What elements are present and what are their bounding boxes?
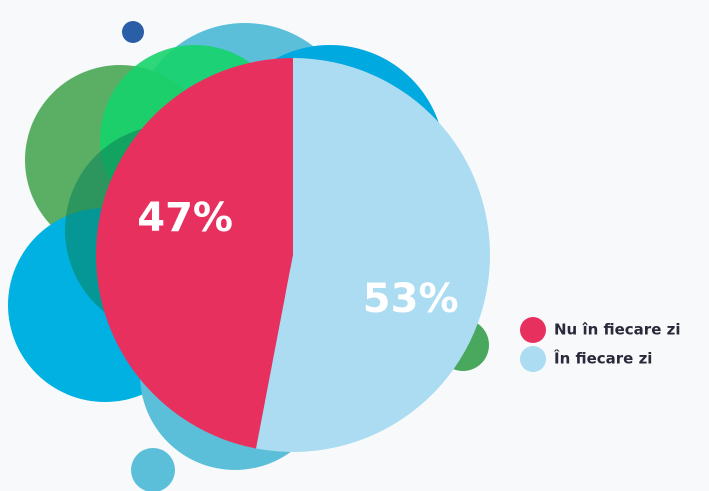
legend: Nu în fiecare zi În fiecare zi [520, 317, 680, 372]
legend-swatch [520, 346, 546, 372]
pie-slice [256, 58, 491, 452]
value-label: 47% [137, 195, 233, 241]
legend-label: Nu în fiecare zi [554, 321, 680, 339]
legend-swatch [520, 317, 546, 343]
legend-label: În fiecare zi [554, 349, 652, 368]
pie-slice [96, 58, 293, 449]
pie: 47% 53% [96, 58, 491, 452]
value-label: 53% [363, 276, 459, 322]
